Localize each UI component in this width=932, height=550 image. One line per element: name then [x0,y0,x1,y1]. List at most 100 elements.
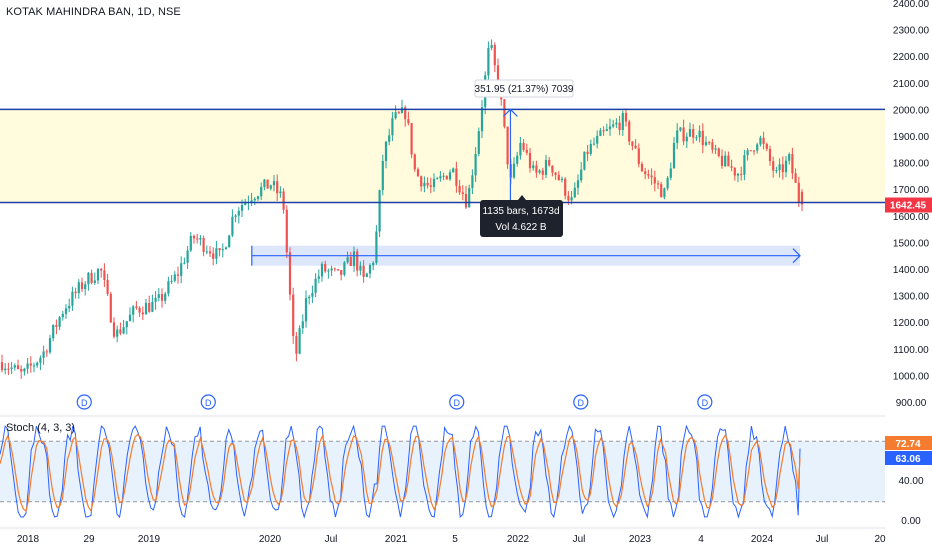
candle-body [74,291,77,294]
dividend-marker-icon[interactable] [449,394,465,410]
candle-body [183,262,186,264]
candle-body [535,165,538,173]
candle-body [55,324,58,327]
candle-body [7,368,10,370]
candle-body [272,181,276,186]
candle-body [256,196,260,199]
candle-body [228,235,231,248]
current-price-text: 1642.45 [890,201,927,212]
candle-body [352,251,356,266]
candle-body [445,175,448,180]
candle-body [189,235,192,251]
candle-body [589,143,592,154]
dividend-marker-icon[interactable] [200,394,216,410]
candle-body [628,121,631,142]
candle-body [768,148,772,162]
candle-body [567,195,570,201]
candle-body [330,268,333,271]
candle-body [90,272,93,284]
time-axis-label: Jul [573,534,586,545]
candle-body [576,180,580,188]
candle-body [208,251,212,254]
stoch-k-line [0,424,801,519]
price-axis-label: 2300.00 [893,26,930,37]
price-axis-label: 1600.00 [893,212,930,223]
candle-body [317,276,320,279]
candle-body [701,130,704,146]
candle-body [244,202,247,205]
candle-body [740,173,743,175]
candle-body [170,280,173,282]
candle-body [800,191,804,205]
symbol-title[interactable]: KOTAK MAHINDRA BAN, 1D, NSE [6,6,181,18]
candle-body [458,185,461,193]
candle-body [762,137,765,144]
candle-body [724,155,727,167]
time-axis[interactable]: 2018 29 2019 2020 Jul 2021 5 2022 Jul 2023 4 2024 Ju… [17,534,886,545]
candle-body [730,166,733,168]
stoch-axis[interactable]: 40.00 0.00 72.74 63.06 [885,436,932,527]
candle-body [356,251,359,271]
candle-body [359,265,362,271]
candle-body [202,237,205,252]
candle-body [423,182,426,187]
candle-body [16,365,20,370]
candle-body [173,274,176,281]
dividend-marker-icon[interactable] [76,394,92,410]
candle-body [653,177,656,184]
candle-body [656,183,660,185]
candle-body [132,306,135,315]
candle-body [468,188,471,208]
candle-body [631,141,634,146]
candle-body [660,184,663,198]
candle-body [493,44,496,66]
time-axis-label: 2021 [385,534,408,545]
candle-body [52,324,55,339]
price-axis-label: 2000.00 [893,105,930,116]
candle-body [250,200,253,203]
candle-body [506,126,509,165]
candle-body [442,175,445,177]
candle-body [84,284,87,290]
candle-body [570,197,573,201]
price-range-label: 351.95 (21.37%) 7039 [474,79,574,98]
price-axis[interactable]: 2400.00 2300.00 2200.00 2100.00 2000.00 1900.… [893,0,930,409]
candle-body [624,112,628,122]
candle-body [778,164,781,171]
candle-body [448,172,452,180]
stoch-d-badge: 63.06 [895,454,920,465]
candle-body [128,314,132,322]
candle-body [279,191,282,194]
candle-body [80,282,84,290]
price-axis-label: 1800.00 [893,159,930,170]
candle-body [551,165,554,173]
candle-body [432,179,436,187]
candle-body [167,281,170,294]
dividend-marker-icon[interactable] [697,394,713,410]
price-axis-label: 2100.00 [893,79,930,90]
candle-body [394,112,397,119]
candle-body [685,136,688,142]
candle-body [391,118,394,136]
candle-body [346,257,349,263]
candle-body [288,252,292,295]
candle-body [100,268,103,271]
candle-body [708,142,711,144]
candle-body [618,122,621,130]
price-axis-label: 1100.00 [893,345,929,356]
candle-body [426,182,429,186]
stoch-indicator-title[interactable]: Stoch (4, 3, 3) [6,422,76,434]
candle-body [148,303,151,312]
candle-body [343,262,346,275]
time-axis-label: 2019 [138,534,161,545]
time-axis-label: 5 [452,534,458,545]
dividend-marker-icon[interactable] [573,394,589,410]
candle-body [282,191,285,210]
candle-body [112,322,116,337]
candle-body [477,131,480,154]
candle-body [698,130,701,138]
candle-body [295,335,298,354]
candle-body [688,128,692,137]
